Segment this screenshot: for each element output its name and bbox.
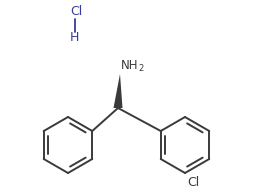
Text: H: H [70, 31, 79, 44]
Polygon shape [113, 74, 123, 108]
Text: 2: 2 [138, 64, 143, 73]
Text: NH: NH [121, 59, 138, 72]
Text: Cl: Cl [187, 176, 199, 189]
Text: Cl: Cl [70, 5, 82, 18]
